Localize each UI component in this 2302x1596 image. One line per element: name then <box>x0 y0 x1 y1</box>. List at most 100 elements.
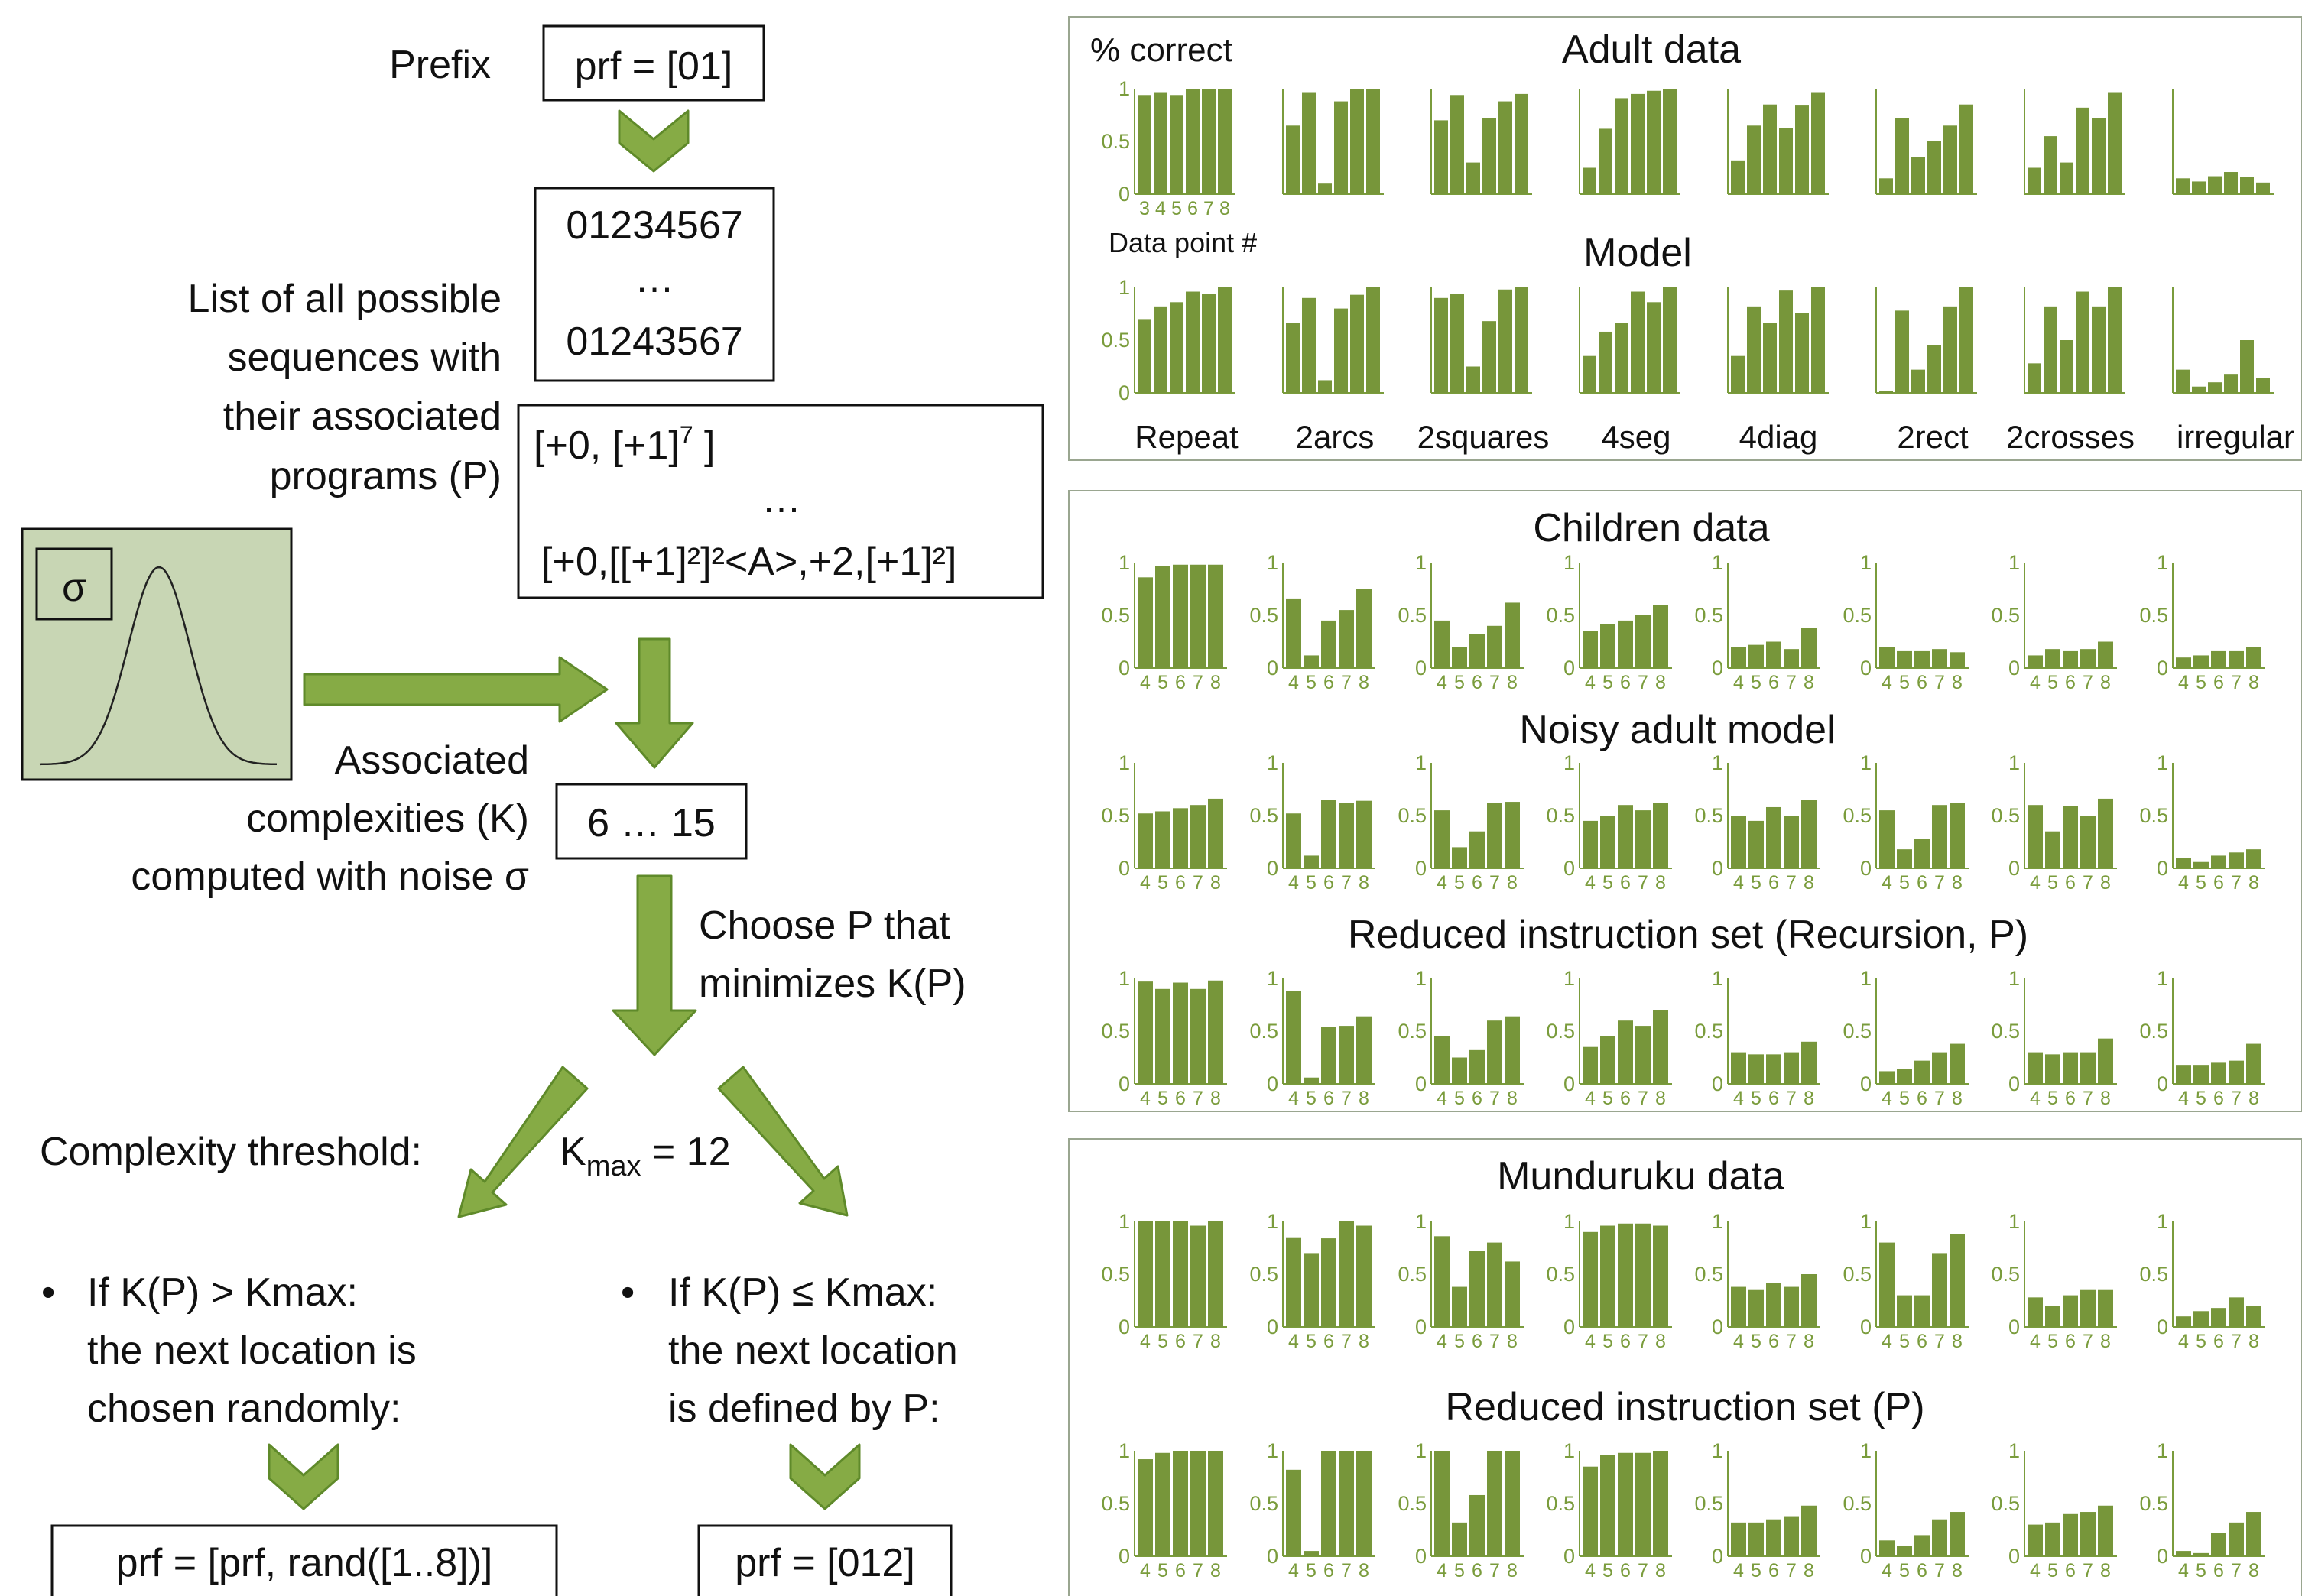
x-tick-label: 6 <box>2065 1560 2076 1581</box>
x-tick-label: 7 <box>1786 1331 1797 1352</box>
x-tick-label: 6 <box>2213 1088 2224 1109</box>
y-tick-label: 1 <box>2157 1439 2168 1462</box>
x-tick-label: 8 <box>2248 1560 2259 1581</box>
y-tick-label: 0 <box>1415 857 1427 880</box>
bar <box>2098 641 2113 668</box>
bar <box>2028 1052 2043 1084</box>
x-tick-label: 6 <box>1917 1560 1927 1581</box>
x-tick-label: 6 <box>1917 1331 1927 1352</box>
x-tick-label: 6 <box>1323 672 1334 693</box>
bar <box>2256 378 2270 393</box>
y-tick-label: 1 <box>1415 967 1427 990</box>
x-tick-label: 5 <box>2047 872 2058 894</box>
category-label: Repeat <box>1135 419 1239 455</box>
bar <box>2045 649 2060 668</box>
bar <box>2098 798 2113 868</box>
bar <box>1218 89 1232 194</box>
x-tick-label: 7 <box>1786 1560 1797 1581</box>
list-label-line3: their associated <box>223 394 502 439</box>
bar <box>2211 1062 2226 1084</box>
y-tick-label: 0 <box>2008 1315 2020 1338</box>
x-tick-label: 4 <box>2178 672 2189 693</box>
y-tick-label: 0.5 <box>1101 130 1130 153</box>
list-label-line4: programs (P) <box>270 454 502 498</box>
x-tick-label: 5 <box>2047 1331 2058 1352</box>
bar <box>1600 624 1615 668</box>
bar <box>2193 1065 2209 1084</box>
bar <box>2063 1513 2078 1556</box>
y-tick-label: 1 <box>1712 551 1723 574</box>
x-tick-label: 8 <box>2248 672 2259 693</box>
y-tick-label: 0.5 <box>1249 804 1278 827</box>
bar <box>1927 141 1941 194</box>
y-tick-label: 0 <box>1712 1072 1723 1095</box>
x-tick-label: 7 <box>1193 1560 1203 1581</box>
bar <box>2044 136 2057 194</box>
y-tick-label: 1 <box>1712 1439 1723 1462</box>
bar <box>2229 650 2244 668</box>
bar <box>1304 1253 1319 1327</box>
x-tick-label: 7 <box>1341 672 1352 693</box>
x-tick-label: 8 <box>1804 1560 1814 1581</box>
bar <box>2229 1522 2244 1556</box>
programs-box <box>517 404 1044 599</box>
x-tick-label: 6 <box>1175 1088 1186 1109</box>
x-tick-label: 6 <box>2213 872 2224 894</box>
x-tick-label: 8 <box>1359 1331 1369 1352</box>
bar <box>1190 988 1206 1084</box>
y-tick-label: 1 <box>1415 551 1427 574</box>
bar <box>2176 858 2191 868</box>
x-tick-label: 6 <box>1472 872 1482 894</box>
bar <box>2193 861 2209 868</box>
y-tick-label: 0.5 <box>1101 1263 1130 1286</box>
bar <box>1450 95 1464 194</box>
y-tick-label: 0 <box>2008 1545 2020 1568</box>
bar <box>2080 1052 2096 1084</box>
bar <box>1321 1027 1336 1084</box>
bar <box>2028 1297 2043 1327</box>
x-tick-label: 4 <box>1140 1560 1151 1581</box>
bar <box>1208 1451 1223 1556</box>
x-tick-label: 6 <box>1620 1088 1631 1109</box>
right-branch-arrow <box>717 1066 849 1217</box>
x-tick-label: 5 <box>2047 672 2058 693</box>
x-tick-label: 7 <box>1786 1088 1797 1109</box>
bar <box>1515 93 1528 195</box>
row-title: Reduced instruction set (Recursion, P) <box>1348 913 2028 957</box>
bar <box>1895 310 1909 393</box>
bar <box>1795 313 1809 393</box>
bar <box>2192 386 2206 393</box>
bar <box>1583 355 1596 393</box>
bar <box>1350 89 1364 194</box>
bar <box>1600 1455 1615 1556</box>
bar <box>1469 831 1485 868</box>
bar <box>1600 1036 1615 1084</box>
x-tick-label: 4 <box>1140 672 1151 693</box>
y-tick-label: 1 <box>2008 551 2020 574</box>
x-tick-label: 5 <box>2196 1331 2206 1352</box>
x-tick-label: 4 <box>1733 672 1744 693</box>
row-reduced-p: Reduced instruction set (P)00.514 5 6 7 800.… <box>1101 1385 2265 1581</box>
prefix-box <box>542 24 765 102</box>
choose-label-line2: minimizes K(P) <box>699 962 966 1006</box>
bar <box>1218 287 1232 393</box>
bar <box>2108 287 2122 393</box>
x-tick-label: 8 <box>1359 872 1369 894</box>
bar <box>2063 650 2078 668</box>
bar <box>1784 816 1799 868</box>
chevron-down-icon <box>268 1443 339 1510</box>
y-tick-label: 1 <box>1563 551 1575 574</box>
y-tick-label: 1 <box>1119 1210 1130 1233</box>
y-tick-label: 0 <box>1860 657 1872 680</box>
y-tick-label: 1 <box>1712 1210 1723 1233</box>
x-tick-label: 5 <box>1602 1331 1613 1352</box>
bar <box>1932 1052 1947 1084</box>
list-label-line2: sequences with <box>228 336 502 380</box>
x-tick-label: 4 <box>1288 1331 1299 1352</box>
y-tick-label: 0.5 <box>1991 1263 2020 1286</box>
y-tick-label: 0.5 <box>1398 604 1427 627</box>
row-title: Reduced instruction set (P) <box>1445 1385 1924 1429</box>
bar <box>1784 1516 1799 1556</box>
bar <box>1779 290 1793 393</box>
